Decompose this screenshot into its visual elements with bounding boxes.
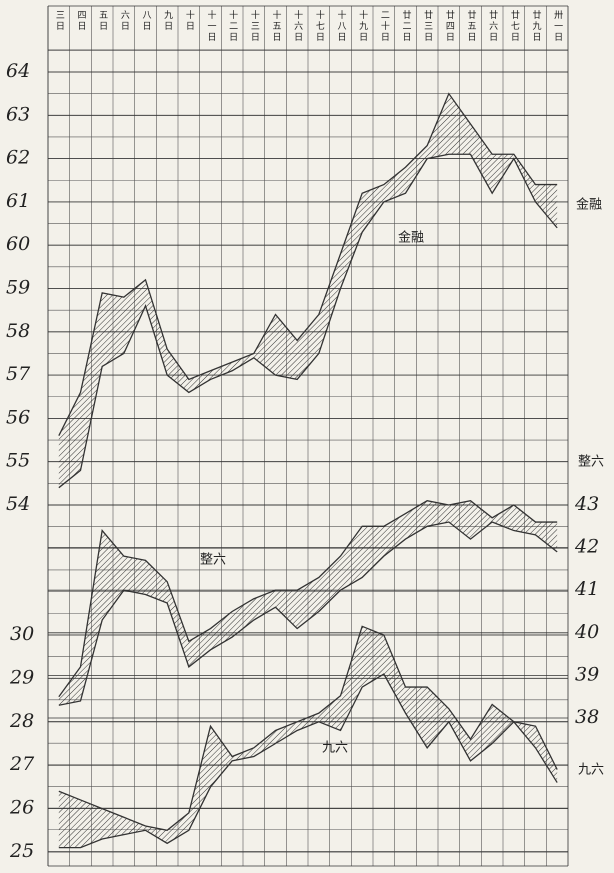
x-tick-label: 廿七日	[509, 9, 520, 43]
y-tick-label: 42	[574, 536, 599, 558]
y-tick-label: 27	[9, 753, 35, 775]
y-tick-label: 28	[9, 710, 34, 732]
x-tick-label: 廿五日	[466, 9, 477, 43]
series-label: 金融	[576, 197, 602, 213]
x-tick-label: 三日	[54, 10, 64, 32]
y-tick-label: 26	[9, 797, 34, 819]
low-line	[58, 153, 558, 489]
x-tick-label: 十六日	[292, 9, 303, 43]
high-line	[58, 92, 558, 437]
band-area	[58, 500, 558, 706]
x-tick-label: 廿九日	[531, 9, 542, 43]
x-tick-label: 十八日	[336, 9, 347, 43]
series-label: 整六	[200, 553, 226, 568]
x-tick-label: 廿四日	[444, 9, 455, 43]
y-tick-label: 60	[6, 233, 30, 255]
x-tick-label: 十日	[184, 9, 195, 32]
y-tick-label: 40	[574, 621, 599, 643]
y-tick-label: 29	[9, 666, 34, 688]
x-tick-label: 十一日	[206, 9, 217, 43]
y-tick-label: 54	[6, 493, 30, 515]
y-tick-label: 64	[6, 60, 30, 82]
high-line	[58, 625, 558, 831]
x-tick-label: 卅一日	[552, 10, 563, 43]
x-tick-label: 十二日	[227, 9, 238, 43]
series-label: 金融	[398, 230, 424, 246]
x-tick-label: 十七日	[314, 9, 325, 43]
low-line	[58, 673, 558, 849]
x-tick-label: 廿三日	[422, 9, 433, 43]
x-tick-label: 九日	[162, 10, 173, 32]
x-tick-label: 二十日	[379, 10, 390, 43]
y-tick-label: 56	[6, 406, 30, 428]
x-tick-label: 十三日	[249, 9, 259, 43]
y-tick-label: 59	[6, 277, 30, 299]
y-tick-label: 41	[574, 578, 599, 600]
low-line	[58, 521, 558, 706]
x-tick-label: 六日	[119, 9, 130, 32]
y-tick-label: 58	[6, 320, 30, 342]
y-tick-label: 57	[6, 363, 31, 385]
y-tick-label: 43	[574, 493, 599, 515]
x-tick-label: 八日	[141, 10, 152, 32]
x-tick-label: 廿二日	[401, 9, 412, 43]
series-label: 九六	[322, 741, 348, 756]
x-tick-label: 廿六日	[487, 9, 498, 43]
y-tick-label: 25	[9, 840, 34, 862]
x-tick-label: 十九日	[357, 9, 368, 43]
y-tick-label: 38	[575, 706, 599, 728]
series-label: 九六	[578, 763, 604, 778]
y-tick-label: 30	[10, 623, 34, 645]
high-line	[58, 500, 558, 698]
x-tick-label: 四日	[76, 10, 87, 32]
y-tick-label: 61	[6, 190, 30, 212]
series-label: 整六	[578, 455, 604, 470]
y-tick-label: 55	[6, 450, 30, 472]
y-tick-label: 63	[6, 103, 30, 125]
y-tick-label: 39	[575, 663, 599, 685]
y-tick-label: 62	[6, 147, 30, 169]
x-tick-label: 五日	[97, 10, 108, 32]
x-tick-label: 十五日	[271, 9, 282, 43]
